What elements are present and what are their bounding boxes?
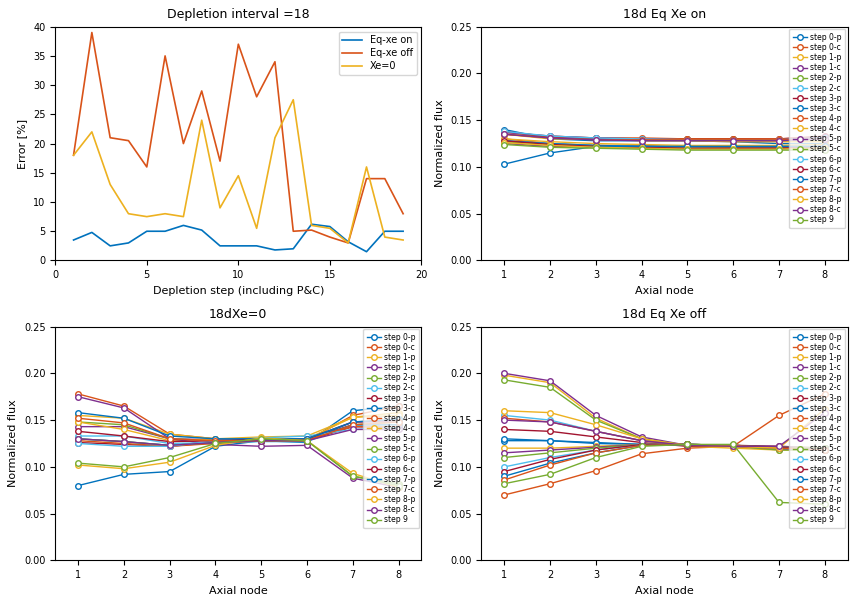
Xe=0 [160, 210, 170, 217]
Eq-xe on [380, 228, 390, 235]
Eq-xe on [233, 242, 243, 249]
Xe=0 [105, 181, 116, 188]
Eq-xe on [178, 222, 188, 229]
Title: 18dXe=0: 18dXe=0 [209, 308, 268, 321]
Y-axis label: Normalized flux: Normalized flux [435, 400, 444, 487]
Legend: Eq-xe on, Eq-xe off, Xe=0: Eq-xe on, Eq-xe off, Xe=0 [339, 31, 417, 75]
Eq-xe off [270, 58, 280, 65]
Eq-xe off [398, 210, 408, 217]
Eq-xe off [288, 228, 299, 235]
Xe=0 [141, 213, 152, 220]
Legend: step 0-p, step 0-c, step 1-p, step 1-c, step 2-p, step 2-c, step 3-p, step 3-c, : step 0-p, step 0-c, step 1-p, step 1-c, … [789, 329, 846, 528]
Legend: step 0-p, step 0-c, step 1-p, step 1-c, step 2-p, step 2-c, step 3-p, step 3-c, : step 0-p, step 0-c, step 1-p, step 1-c, … [789, 29, 846, 228]
Eq-xe on [105, 242, 116, 249]
Eq-xe off [252, 93, 262, 100]
Eq-xe off [233, 40, 243, 48]
Line: Xe=0: Xe=0 [74, 100, 403, 243]
Eq-xe on [160, 228, 170, 235]
Xe=0 [306, 222, 317, 229]
Eq-xe off [343, 239, 354, 246]
Xe=0 [252, 225, 262, 232]
Eq-xe on [252, 242, 262, 249]
Xe=0 [361, 163, 372, 170]
Line: Eq-xe off: Eq-xe off [74, 33, 403, 243]
Eq-xe off [197, 88, 207, 95]
Xe=0 [288, 96, 299, 103]
Eq-xe off [178, 140, 188, 147]
Eq-xe off [324, 234, 335, 241]
Y-axis label: Error [%]: Error [%] [17, 118, 27, 169]
Eq-xe off [123, 137, 134, 144]
X-axis label: Axial node: Axial node [635, 586, 694, 596]
Eq-xe on [288, 245, 299, 252]
Eq-xe off [215, 158, 225, 165]
Xe=0 [343, 239, 354, 246]
Eq-xe on [306, 220, 317, 228]
Eq-xe off [361, 175, 372, 182]
Y-axis label: Normalized flux: Normalized flux [9, 400, 18, 487]
Eq-xe on [197, 226, 207, 234]
Eq-xe off [68, 152, 79, 159]
Eq-xe off [105, 134, 116, 141]
Eq-xe on [86, 229, 97, 236]
Xe=0 [270, 134, 280, 141]
Xe=0 [178, 213, 188, 220]
Eq-xe on [270, 246, 280, 254]
Eq-xe on [68, 236, 79, 243]
Title: 18d Eq Xe off: 18d Eq Xe off [622, 308, 707, 321]
Eq-xe on [141, 228, 152, 235]
X-axis label: Axial node: Axial node [635, 286, 694, 296]
Y-axis label: Normalized flux: Normalized flux [435, 100, 444, 187]
Xe=0 [86, 128, 97, 135]
Title: Depletion interval =18: Depletion interval =18 [167, 8, 310, 21]
Eq-xe off [141, 163, 152, 170]
Eq-xe on [343, 238, 354, 245]
Xe=0 [380, 234, 390, 241]
Xe=0 [197, 117, 207, 124]
Eq-xe off [86, 29, 97, 36]
Legend: step 0-p, step 0-c, step 1-p, step 1-c, step 2-p, step 2-c, step 3-p, step 3-c, : step 0-p, step 0-c, step 1-p, step 1-c, … [363, 329, 419, 528]
Title: 18d Eq Xe on: 18d Eq Xe on [623, 8, 706, 21]
Eq-xe on [215, 242, 225, 249]
Eq-xe on [361, 248, 372, 255]
Xe=0 [123, 210, 134, 217]
Line: Eq-xe on: Eq-xe on [74, 224, 403, 252]
Xe=0 [68, 152, 79, 159]
Xe=0 [324, 225, 335, 232]
Eq-xe on [398, 228, 408, 235]
Eq-xe off [380, 175, 390, 182]
Eq-xe on [324, 223, 335, 230]
X-axis label: Axial node: Axial node [209, 586, 268, 596]
X-axis label: Depletion step (including P&C): Depletion step (including P&C) [152, 286, 324, 296]
Eq-xe on [123, 239, 134, 246]
Eq-xe off [306, 226, 317, 234]
Xe=0 [233, 172, 243, 179]
Xe=0 [215, 204, 225, 211]
Xe=0 [398, 236, 408, 243]
Eq-xe off [160, 53, 170, 60]
